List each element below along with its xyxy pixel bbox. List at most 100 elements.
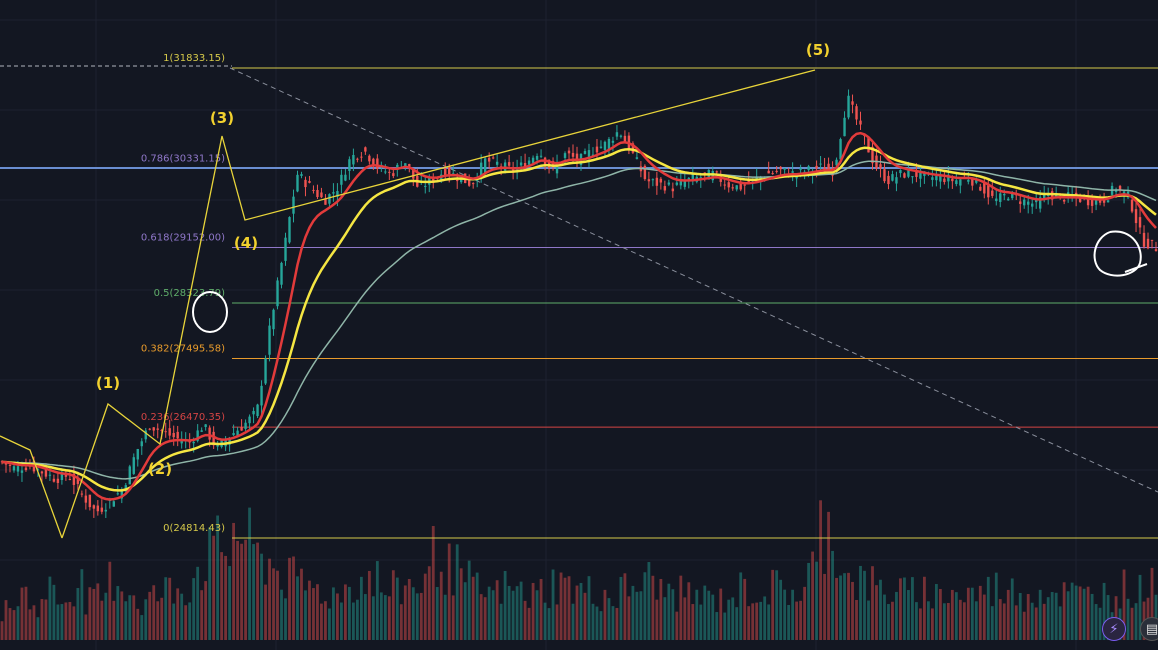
volume-bar (80, 569, 84, 640)
candle-body (140, 441, 143, 447)
candle-body (1094, 199, 1098, 205)
volume-bar (172, 603, 176, 640)
volume-bar (152, 585, 156, 640)
volume-bar (220, 552, 224, 640)
volume-bar (36, 617, 40, 640)
volume-bar (631, 585, 635, 640)
volume-bar (451, 595, 455, 640)
candle-body (84, 495, 88, 503)
candle-body (312, 189, 315, 191)
elliott-wave-path[interactable] (61, 69, 816, 539)
candle-body (288, 217, 291, 243)
volume-bar (455, 544, 459, 640)
candle-body (595, 146, 599, 153)
candle-body (535, 156, 539, 160)
volume-bar (192, 578, 196, 640)
volume-bar (531, 582, 535, 640)
volume-bar (1074, 585, 1078, 640)
trend-line-dashed[interactable] (229, 67, 1158, 493)
ema-mid-line (1, 146, 1157, 492)
candle-body (444, 168, 447, 177)
candle-body (136, 448, 139, 460)
volume-bar (655, 599, 659, 640)
volume-bar (891, 601, 894, 640)
volume-bar (835, 577, 838, 640)
volume-bar (1150, 567, 1154, 640)
volume-bar (515, 586, 519, 640)
volume-bar (280, 589, 283, 640)
volume-bar (986, 576, 990, 640)
volume-bar (304, 590, 307, 640)
candle-body (647, 179, 651, 182)
volume-bar (411, 587, 415, 640)
candle-body (915, 170, 918, 177)
candle-body (384, 171, 387, 173)
volume-bar (292, 556, 295, 640)
candle-body (412, 169, 415, 179)
lightning-icon[interactable]: ⚡ (1102, 617, 1126, 641)
fib-level-label: 0.382(27495.58) (141, 343, 225, 354)
candle-body (396, 164, 399, 170)
candle-body (44, 467, 48, 477)
candle-body (364, 147, 367, 152)
volume-bar (108, 561, 112, 640)
candle-body (867, 137, 870, 153)
candle-body (368, 155, 371, 162)
candle-body (260, 385, 263, 406)
volume-bar (591, 603, 595, 640)
candle-body (12, 466, 16, 471)
volume-bar (1134, 603, 1138, 640)
volume-bar (40, 599, 44, 640)
volume-bar (799, 600, 803, 640)
fibonacci-retracement[interactable]: 1(31833.15) 0.786(30331.15) 0.618(29152.00… (141, 53, 1158, 539)
candle-body (284, 237, 287, 261)
candle-body (332, 192, 335, 194)
volume-bar (415, 593, 419, 640)
candle-body (1118, 185, 1122, 190)
volume-bar (284, 598, 287, 640)
candle-body (507, 162, 511, 166)
volume-bar (751, 603, 755, 640)
candle-body (587, 150, 591, 159)
highlight-circle-right (1093, 230, 1148, 277)
candle-body (663, 186, 667, 191)
candle-body (1003, 194, 1006, 196)
candle-body (1086, 198, 1090, 206)
candle-body (655, 177, 659, 186)
volume-bar (635, 591, 639, 640)
candle-body (1090, 197, 1094, 206)
candle-body (667, 182, 671, 185)
candle-body (340, 174, 343, 185)
volume-bar (48, 576, 52, 640)
volume-bar (895, 591, 898, 640)
volume-bar (603, 589, 607, 640)
volume-bar (571, 603, 575, 640)
candle-body (348, 159, 351, 171)
flag-icon[interactable]: ▤ (1140, 617, 1158, 641)
candle-body (531, 157, 535, 163)
fib-level-label: 0.236(26470.35) (141, 412, 225, 423)
volume-bar (168, 577, 172, 640)
candle-body (675, 182, 679, 185)
volume-bar (747, 606, 751, 640)
candle-body (691, 174, 695, 182)
volume-bar (587, 576, 591, 640)
candle-body (204, 424, 207, 428)
volume-bar (667, 583, 671, 640)
candle-body (815, 165, 818, 169)
volume-bar (60, 604, 64, 640)
volume-bar (1094, 604, 1098, 640)
volume-bar (930, 608, 934, 640)
volume-bar (296, 576, 299, 640)
candle-body (1011, 191, 1014, 199)
volume-bar (495, 580, 499, 640)
candle-body (1062, 199, 1066, 202)
volume-bar (200, 590, 204, 640)
ema-slow-line (2, 160, 1157, 480)
candle-body (879, 164, 882, 169)
volume-bar (104, 592, 108, 640)
volume-bar (320, 603, 323, 640)
candle-body (779, 166, 782, 170)
